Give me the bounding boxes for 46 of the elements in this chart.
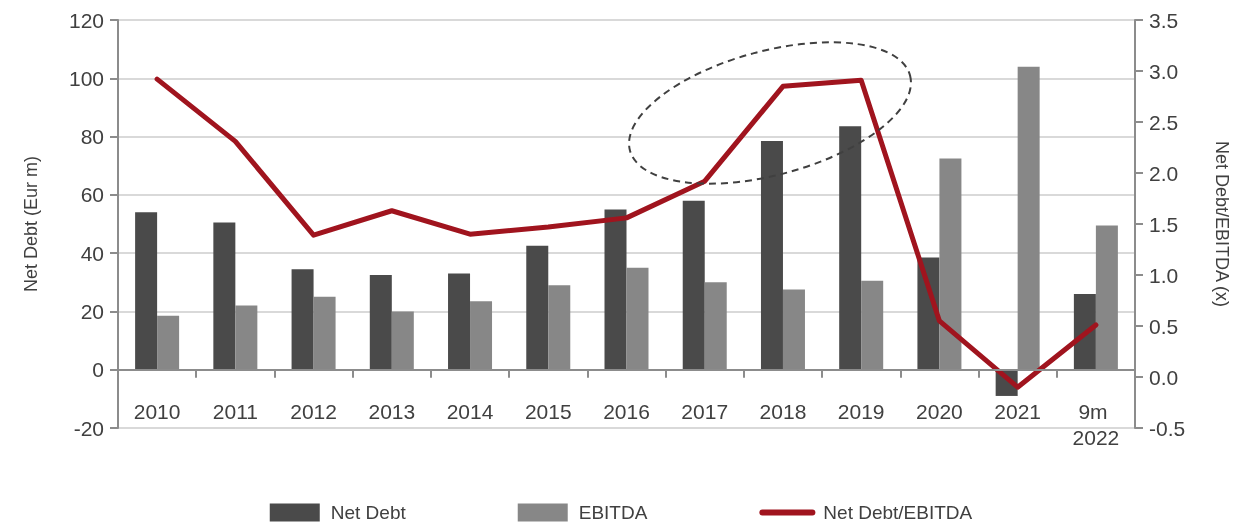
legend-label: EBITDA	[578, 502, 648, 523]
legend-label: Net Debt	[330, 502, 407, 523]
x-tick-label: 2019	[837, 400, 885, 424]
y2-tick-label: 3.5	[1149, 8, 1179, 32]
x-tick-label: 2020	[916, 400, 963, 424]
y-tick-label: 0	[92, 358, 104, 382]
y-axis-title: Net Debt (Eur m)	[21, 155, 41, 293]
y-tick-label: 60	[80, 183, 104, 207]
bar	[135, 212, 158, 370]
y-tick-label: 120	[68, 8, 104, 32]
bar	[760, 140, 783, 370]
x-tick-label: 2016	[603, 400, 650, 424]
y-tick-label: 80	[80, 125, 104, 149]
bar	[213, 222, 236, 370]
y2-tick-label: 3.0	[1149, 59, 1179, 83]
y-tick-label: 20	[80, 299, 104, 323]
bar	[291, 269, 314, 370]
y2-tick-label: 1.0	[1149, 263, 1179, 287]
y2-tick-label: 0.5	[1149, 314, 1179, 338]
y2-axis-title: Net Debt/EBITDA (x)	[1212, 140, 1232, 308]
x-tick-label: 2013	[368, 400, 416, 424]
x-tick-label: 2018	[759, 400, 807, 424]
y2-tick-label: -0.5	[1149, 416, 1186, 440]
x-tick-label: 2015	[524, 400, 572, 424]
y-tick-label: 40	[80, 241, 104, 265]
bar	[839, 126, 862, 370]
y2-tick-label: 1.5	[1149, 212, 1179, 236]
y2-tick-label: 0.0	[1149, 365, 1179, 389]
x-tick-label: 2017	[681, 400, 729, 424]
y2-tick-label: 2.0	[1149, 161, 1179, 185]
bar	[448, 273, 471, 370]
bar	[369, 275, 392, 370]
bar	[1073, 293, 1096, 370]
bar	[682, 200, 705, 370]
y-tick-label: 100	[68, 66, 104, 90]
x-tick-label: 2014	[446, 400, 494, 424]
x-tick-label: 2021	[994, 400, 1042, 424]
y2-tick-label: 2.5	[1149, 110, 1179, 134]
x-tick-label: 2011	[212, 400, 258, 424]
legend-label: Net Debt/EBITDA	[823, 502, 973, 523]
x-tick-label: 9m 2022	[1072, 400, 1120, 450]
x-tick-label: 2010	[133, 400, 181, 424]
bar	[604, 209, 627, 370]
x-tick-label: 2012	[290, 400, 337, 424]
bar	[526, 245, 549, 370]
y-tick-label: -20	[73, 416, 104, 440]
